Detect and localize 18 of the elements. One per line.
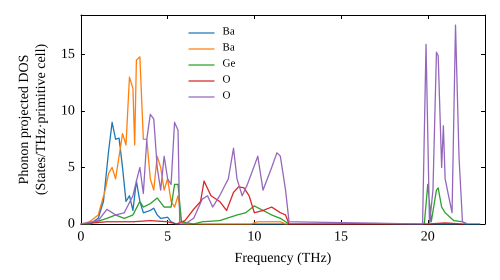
x-tick-label: 0 (77, 230, 84, 244)
line-series (80, 56, 290, 225)
legend-label: Ba (222, 26, 235, 38)
x-tick-label: 15 (334, 230, 348, 244)
x-axis-title: Frequency (THz) (234, 251, 332, 266)
x-tick-label: 5 (164, 230, 172, 244)
legend-label: O (222, 74, 230, 86)
legend-label: O (222, 90, 230, 102)
x-tick-label: 20 (420, 230, 435, 244)
y-tick-label: 15 (60, 47, 75, 62)
line-series (80, 24, 468, 225)
y-axis-title: Phonon projected DOS (States/THz·primitive cell) (17, 44, 49, 196)
x-tick-label: 10 (247, 230, 262, 244)
y-tick-label: 10 (60, 104, 75, 119)
y-tick-label: 0 (68, 216, 75, 232)
y-tick-label: 5 (68, 160, 75, 176)
legend-label: Ba (222, 42, 235, 54)
legend-label: Ge (222, 58, 236, 70)
